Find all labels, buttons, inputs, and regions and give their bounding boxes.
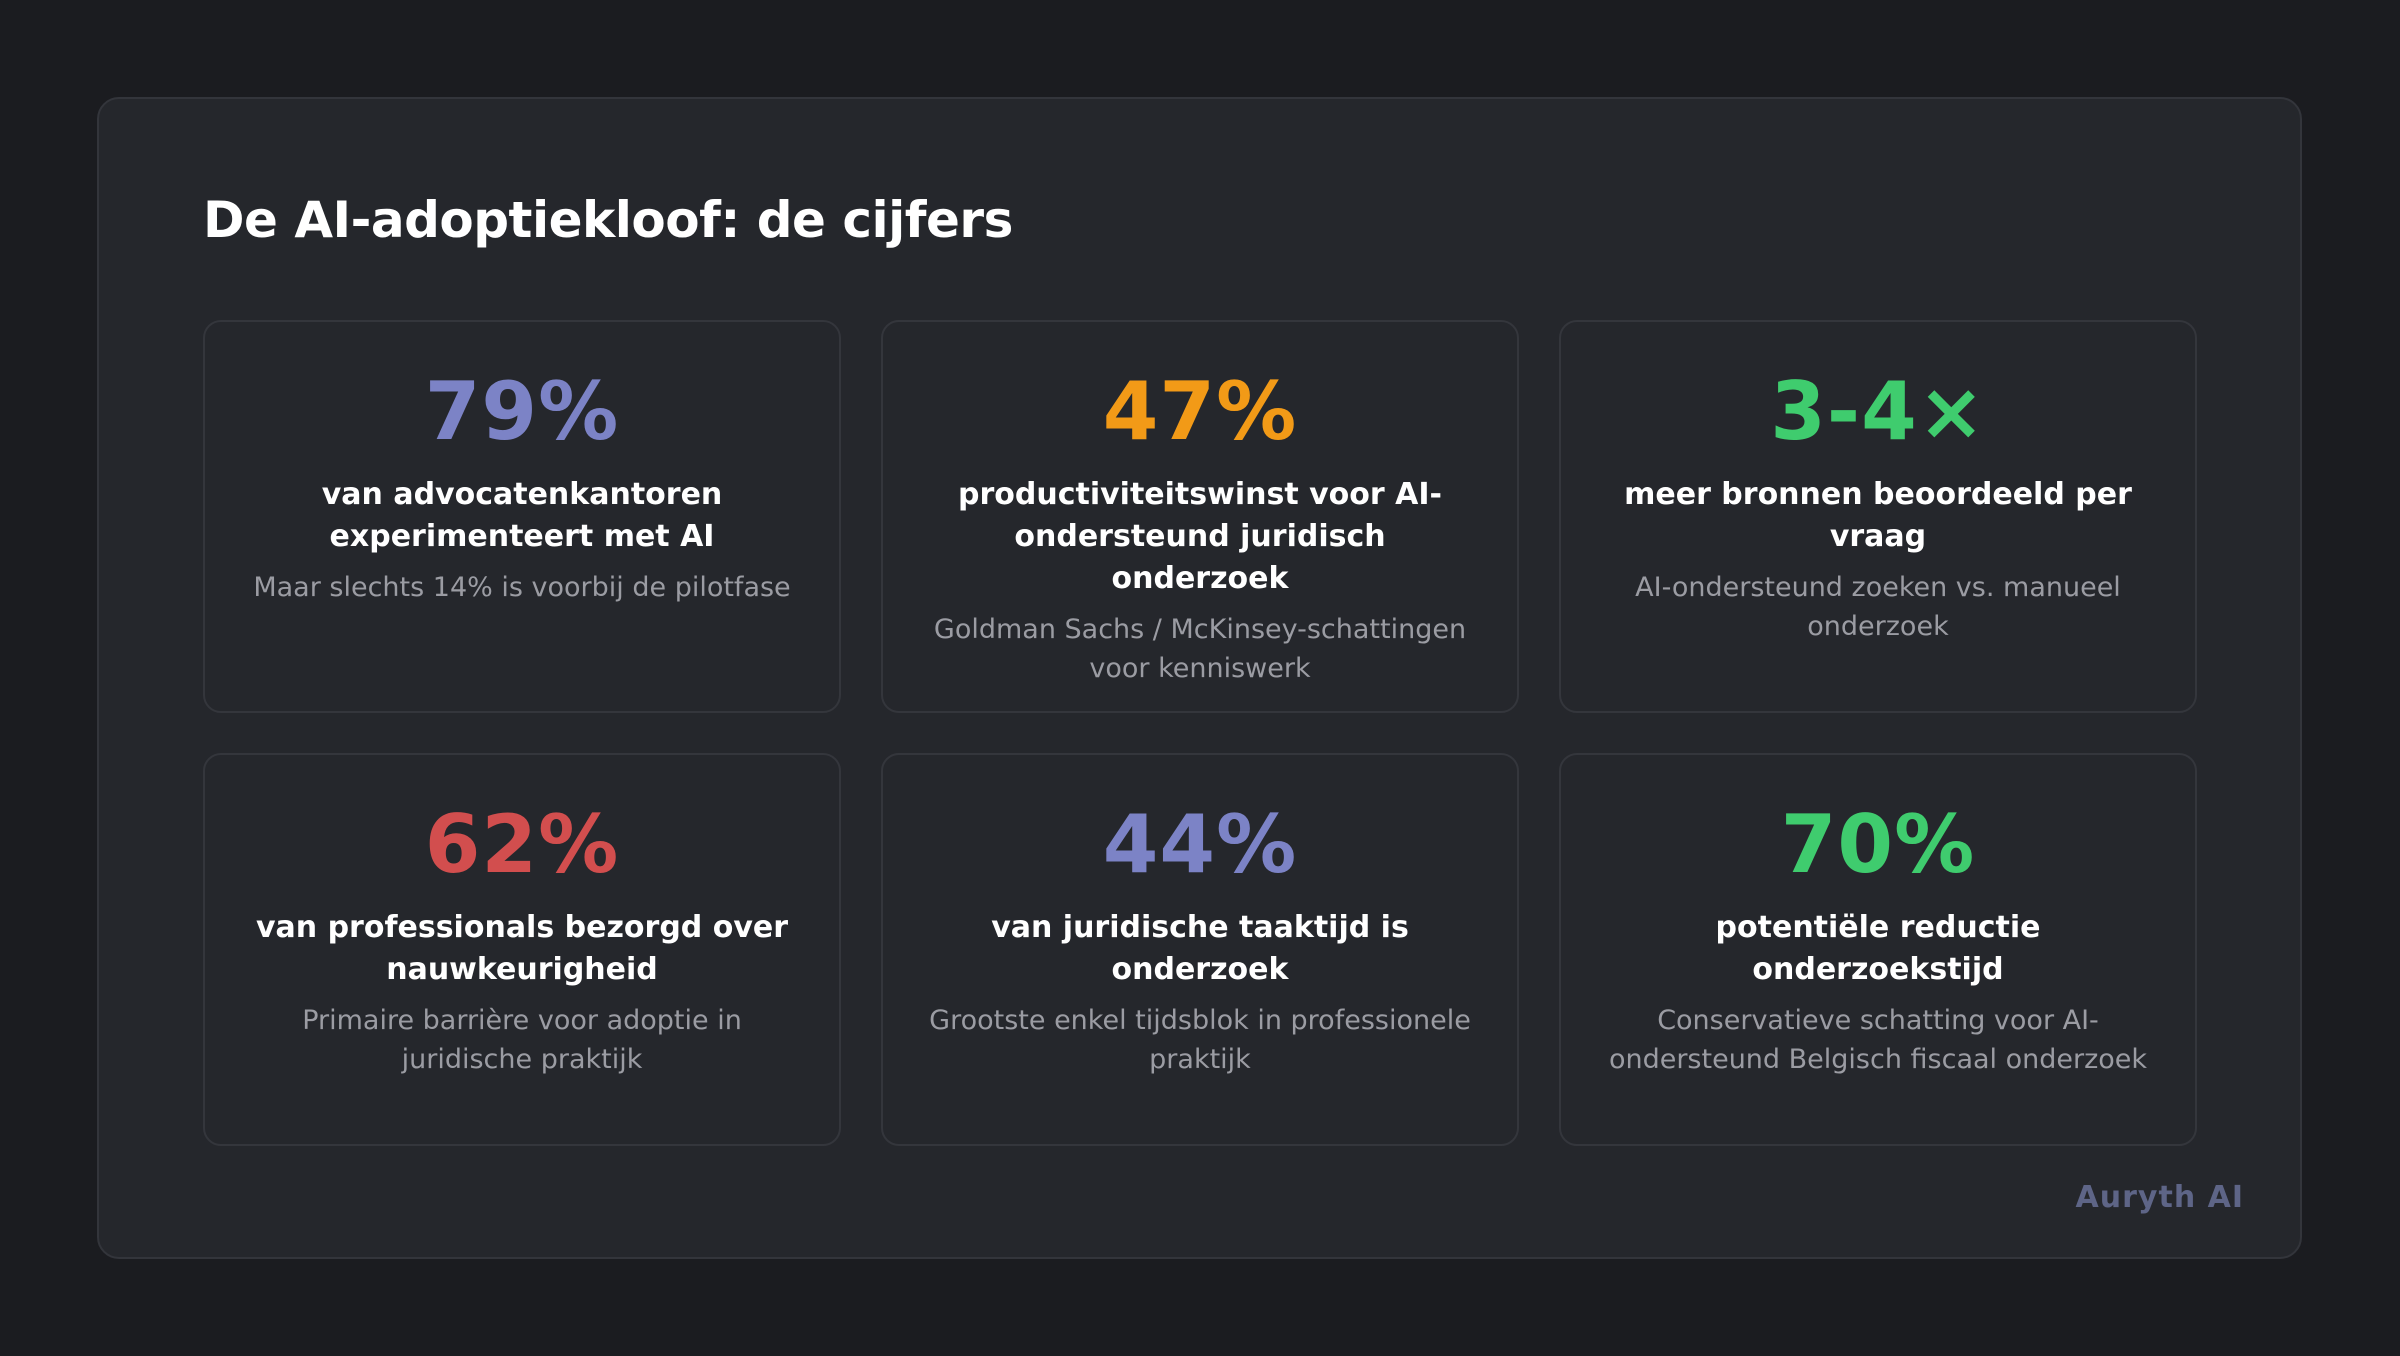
stat-card: 44% van juridische taaktijd is onderzoek…	[881, 753, 1519, 1146]
stat-note: Grootste enkel tijdsblok in professionel…	[929, 1005, 1471, 1075]
stat-value: 62%	[424, 798, 620, 891]
stat-note: Goldman Sachs / McKinsey-schattingen voo…	[933, 614, 1467, 684]
stat-card: 47% productiviteitswinst voor AI-onderst…	[881, 320, 1519, 713]
stat-label: productiviteitswinst voor AI-ondersteund…	[958, 477, 1442, 596]
stat-card: 79% van advocatenkantoren experimenteert…	[203, 320, 841, 713]
stats-grid: 79% van advocatenkantoren experimenteert…	[203, 320, 2197, 1146]
stat-label: van advocatenkantoren experimenteert met…	[321, 477, 723, 554]
stats-panel: De AI-adoptiekloof: de cijfers 79% van a…	[97, 97, 2302, 1259]
stat-label: meer bronnen beoordeeld per vraag	[1624, 477, 2132, 554]
stat-value: 79%	[424, 365, 620, 458]
stat-value: 44%	[1102, 798, 1298, 891]
stat-value: 47%	[1102, 365, 1298, 458]
stat-note: Conservatieve schatting voor AI-onderste…	[1608, 1005, 2148, 1075]
stat-card: 70% potentiële reductie onderzoekstijd C…	[1559, 753, 2197, 1146]
stat-card: 62% van professionals bezorgd over nauwk…	[203, 753, 841, 1146]
brand-logo: Auryth AI	[2075, 1180, 2244, 1215]
stat-label: van professionals bezorgd over nauwkeuri…	[255, 910, 789, 987]
stat-note: Primaire barrière voor adoptie in juridi…	[302, 1005, 742, 1075]
stat-card: 3-4× meer bronnen beoordeeld per vraag A…	[1559, 320, 2197, 713]
stat-label: potentiële reductie onderzoekstijd	[1715, 910, 2041, 987]
stat-label: van juridische taaktijd is onderzoek	[991, 910, 1409, 987]
stat-note: Maar slechts 14% is voorbij de pilotfase	[253, 572, 791, 603]
stat-value: 70%	[1780, 798, 1976, 891]
stat-note: AI-ondersteund zoeken vs. manueel onderz…	[1635, 572, 2121, 642]
page-title: De AI-adoptiekloof: de cijfers	[203, 191, 1013, 249]
stat-value: 3-4×	[1770, 365, 1986, 458]
